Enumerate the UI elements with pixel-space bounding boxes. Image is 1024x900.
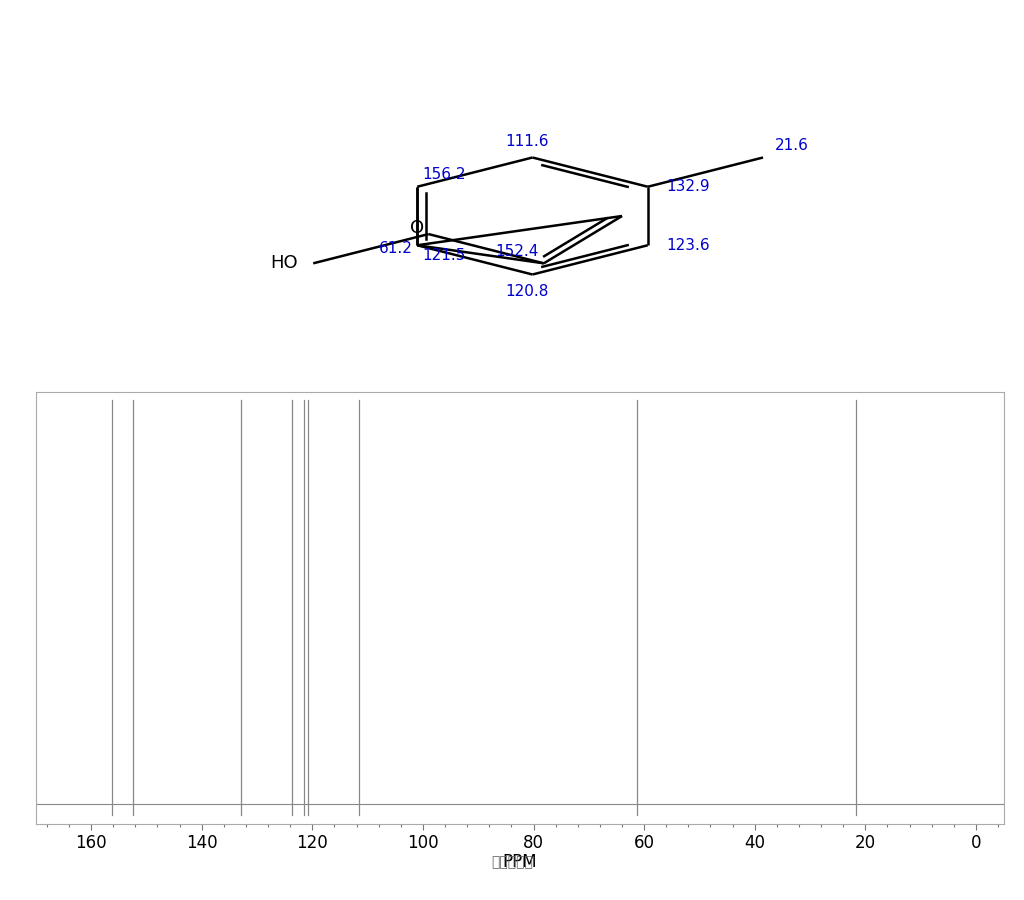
Text: 120.8: 120.8: [506, 284, 549, 300]
X-axis label: PPM: PPM: [503, 853, 537, 871]
Text: 111.6: 111.6: [506, 134, 549, 149]
Text: O: O: [411, 219, 424, 237]
Text: 152.4: 152.4: [496, 244, 539, 259]
Text: 132.9: 132.9: [667, 179, 710, 194]
Text: 123.6: 123.6: [667, 238, 710, 253]
Text: 61.2: 61.2: [379, 241, 413, 256]
Text: 121.5: 121.5: [422, 248, 466, 263]
Text: 156.2: 156.2: [422, 167, 466, 182]
Text: 21.6: 21.6: [775, 138, 809, 153]
Text: 盖德化工网: 盖德化工网: [492, 855, 532, 869]
Text: HO: HO: [270, 255, 298, 273]
